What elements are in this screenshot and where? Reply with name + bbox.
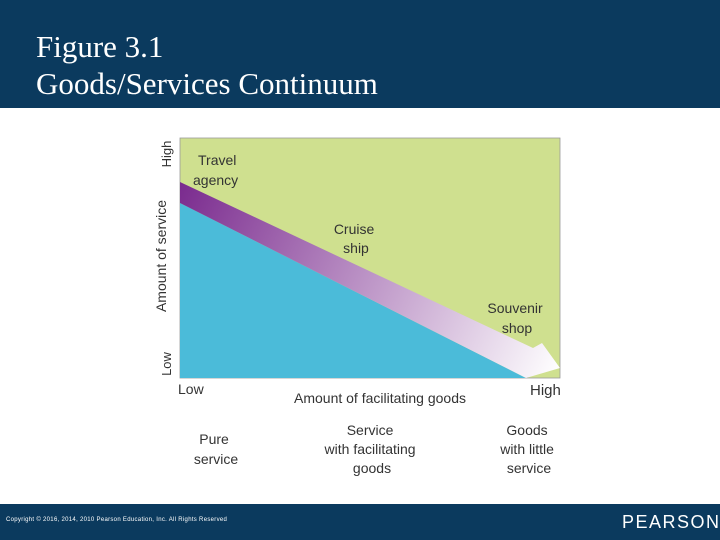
goods-services-diagram: High Amount of service Low Low Amount of… (153, 137, 561, 476)
pearson-logo: PEARSON (622, 512, 720, 532)
y-axis-high-label: High (159, 141, 174, 168)
x-axis-low-label: Low (178, 381, 205, 397)
service-with-goods-label: Service with facilitating goods (324, 422, 420, 476)
goods-with-service-label: Goods with little service (499, 422, 558, 476)
title-line-2: Goods/Services Continuum (36, 66, 378, 101)
cruise-ship-label: Cruise ship (334, 221, 378, 256)
travel-agency-label: Travel agency (193, 152, 240, 188)
y-axis-low-label: Low (159, 351, 174, 375)
footer-bar: Copyright © 2016, 2014, 2010 Pearson Edu… (0, 504, 720, 540)
pure-service-label: Pure service (194, 431, 239, 467)
x-axis-title: Amount of facilitating goods (294, 390, 466, 406)
slide-title: Figure 3.1 Goods/Services Continuum (36, 28, 378, 102)
copyright-text: Copyright © 2016, 2014, 2010 Pearson Edu… (6, 517, 228, 523)
y-axis-title: Amount of service (153, 200, 169, 312)
title-bar: Figure 3.1 Goods/Services Continuum (0, 0, 720, 108)
title-line-1: Figure 3.1 (36, 29, 164, 64)
x-axis-high-label: High (530, 382, 561, 399)
souvenir-shop-label: Souvenir shop (487, 300, 546, 336)
continuum-arrow (180, 182, 560, 378)
